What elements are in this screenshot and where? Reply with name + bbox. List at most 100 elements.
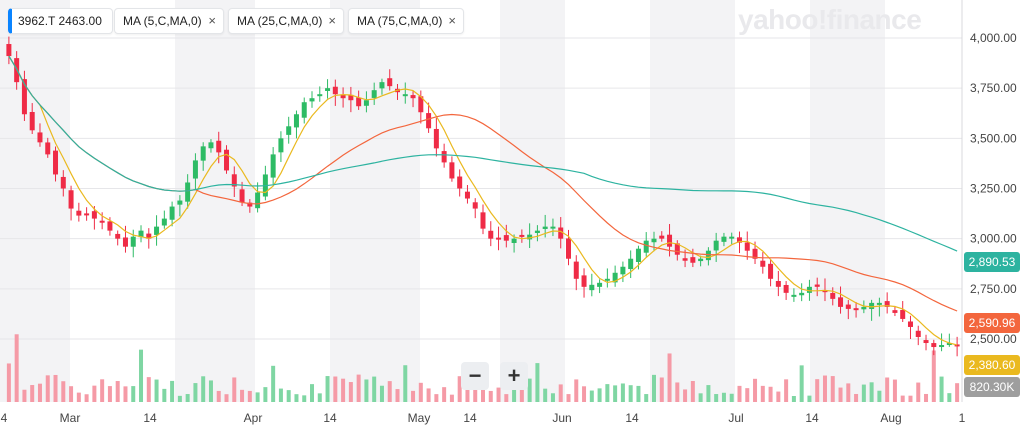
zoom-in-button[interactable]: + — [500, 362, 528, 390]
x-tick-label: Jun — [552, 411, 571, 425]
volume-bar — [527, 378, 532, 402]
volume-bar — [278, 388, 283, 402]
candle-body — [480, 212, 486, 229]
volume-bar — [411, 390, 416, 402]
candle-body — [53, 150, 59, 175]
volume-bar — [170, 380, 175, 402]
ma25-chip[interactable]: MA (25,C,MA,0) × — [228, 8, 344, 34]
volume-bar — [737, 385, 742, 402]
volume-bar — [107, 386, 112, 402]
close-ma25-icon[interactable]: × — [328, 13, 336, 28]
volume-bar — [30, 385, 35, 402]
x-tick-label: Apr — [244, 411, 263, 425]
zoom-out-button[interactable]: − — [461, 362, 489, 390]
volume-bar — [908, 395, 913, 402]
volume-bar — [947, 393, 952, 402]
volume-bar — [892, 379, 897, 402]
volume-bar — [263, 387, 268, 402]
candle-body — [410, 95, 416, 99]
volume-bar — [100, 379, 105, 402]
volume-bar — [426, 388, 431, 402]
candle-body — [760, 260, 766, 267]
candle-body — [363, 100, 369, 106]
volume-bar — [690, 381, 695, 402]
volume-bar — [721, 392, 726, 402]
x-tick-label: Aug — [880, 411, 901, 425]
volume-bar — [76, 392, 81, 402]
candle-body — [729, 236, 735, 239]
candle-body — [503, 235, 509, 241]
volume-bar — [123, 386, 128, 402]
volume-bar — [379, 385, 384, 402]
candle-body — [208, 142, 214, 149]
volume-bar — [22, 389, 27, 402]
ma5-line — [8, 55, 958, 346]
x-tick-label: Mar — [60, 411, 81, 425]
month-band — [500, 0, 565, 402]
candle-body — [939, 345, 945, 348]
volume-bar — [162, 388, 167, 402]
volume-bar — [683, 389, 688, 402]
volume-bar — [675, 382, 680, 402]
x-tick-label: 4 — [1, 411, 8, 425]
candle-body — [45, 142, 51, 155]
candle-body — [713, 240, 719, 251]
candle-body — [224, 149, 230, 171]
volume-bar — [45, 375, 50, 402]
candle-body — [768, 263, 774, 279]
volume-bar — [900, 395, 905, 402]
ma5-label: MA (5,C,MA,0) — [123, 14, 202, 28]
volume-bar — [271, 365, 276, 402]
candle-body — [192, 160, 198, 179]
volume-bar — [768, 386, 773, 402]
candle-body — [348, 94, 354, 101]
last-price: 2463.00 — [58, 14, 102, 28]
ma5-chip[interactable]: MA (5,C,MA,0) × — [114, 8, 224, 34]
volume-bar — [325, 376, 330, 402]
candle-body — [239, 189, 245, 203]
month-band — [330, 0, 420, 402]
candle-body — [900, 309, 906, 319]
candle-body — [76, 210, 82, 216]
x-tick-label: 14 — [143, 411, 157, 425]
volume-bar — [566, 394, 571, 402]
symbol-chip[interactable]: 3962.T 2463.00 — [8, 8, 113, 34]
candle-body — [99, 220, 105, 223]
y-tick-label: 2,750.00 — [970, 282, 1017, 296]
volume-bar — [131, 386, 136, 402]
candle-body — [68, 190, 74, 209]
ma25-value-tag: 2,590.96 — [964, 313, 1020, 333]
volume-bar — [139, 349, 144, 402]
candle-body — [612, 272, 618, 283]
candle-body — [255, 192, 261, 209]
candle-body — [705, 250, 711, 261]
volume-bar — [504, 394, 509, 402]
candle-body — [698, 258, 704, 262]
month-band — [0, 0, 70, 402]
candle-body — [581, 275, 587, 287]
volume-bar — [457, 376, 462, 402]
candle-body — [177, 200, 183, 205]
ma75-chip[interactable]: MA (75,C,MA,0) × — [348, 8, 464, 34]
close-ma5-icon[interactable]: × — [208, 13, 216, 28]
candle-body — [309, 98, 315, 102]
volume-bar — [854, 393, 859, 402]
volume-bar — [535, 363, 540, 402]
candle-body — [231, 174, 237, 187]
close-ma75-icon[interactable]: × — [448, 13, 456, 28]
volume-bar — [193, 383, 198, 402]
candle-body — [402, 94, 408, 97]
candle-body — [876, 302, 882, 305]
candle-body — [923, 340, 929, 344]
volume-bar — [659, 377, 664, 402]
volume-bar — [364, 379, 369, 402]
volume-bar — [177, 395, 182, 402]
candle-body — [550, 226, 556, 229]
volume-bar — [201, 376, 206, 402]
volume-bar — [341, 378, 346, 402]
candle-body — [690, 257, 696, 263]
candle-body — [659, 235, 665, 239]
volume-bar — [496, 387, 501, 402]
